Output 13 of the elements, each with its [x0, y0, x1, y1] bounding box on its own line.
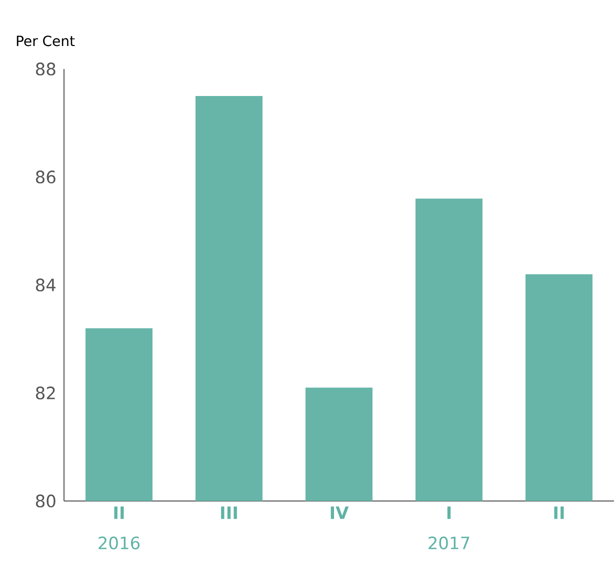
text: 2016 — [98, 536, 140, 550]
y-axis-title: Per Cent — [16, 36, 75, 46]
x-tick-label: III — [221, 506, 237, 519]
x-tick-label: II — [554, 506, 564, 519]
x-tick-label: IV — [330, 506, 349, 519]
y-tick-label: 86 — [36, 170, 56, 184]
y-tick-label: 80 — [36, 494, 56, 508]
text: 2017 — [428, 536, 470, 550]
x-tick-label: I — [447, 506, 451, 519]
y-tick-label: 84 — [36, 278, 56, 292]
y-tick-label: 82 — [36, 386, 55, 400]
x-tick-label: II — [114, 506, 124, 519]
y-tick-label: 88 — [36, 62, 56, 76]
